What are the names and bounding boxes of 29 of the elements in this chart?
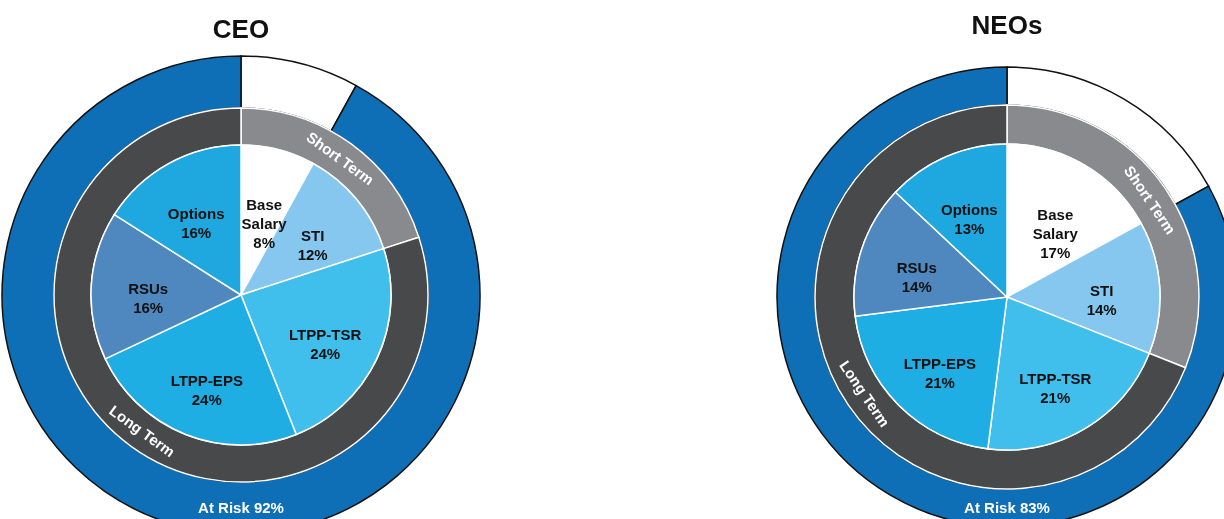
data-label: 21% <box>924 374 955 392</box>
chart-title: CEO <box>212 14 270 44</box>
data-label: 24% <box>191 391 222 409</box>
slice-label: RSUs <box>128 280 169 298</box>
slice-label: LTPP-EPS <box>903 355 977 373</box>
data-label: 14% <box>1086 301 1117 319</box>
slice-label: RSUs <box>896 258 937 276</box>
chart-title: NEOs <box>971 10 1043 40</box>
donut-slice <box>53 107 429 483</box>
slice-label: Base Salary <box>1032 206 1079 243</box>
slice-label: At Risk 83% <box>964 499 1050 516</box>
slice-label: At Risk 92% <box>198 499 284 516</box>
data-label: 8% <box>253 233 275 251</box>
slice-label: LTPP-TSR <box>1019 369 1092 387</box>
data-label: 16% <box>181 223 212 241</box>
data-label: 14% <box>901 277 932 295</box>
slice-label: Options <box>940 200 998 218</box>
data-label: 21% <box>1040 388 1071 406</box>
data-label: 13% <box>954 219 985 237</box>
data-label: 12% <box>297 245 328 263</box>
data-label: 24% <box>310 344 341 362</box>
slice-label: LTPP-EPS <box>170 372 243 390</box>
data-label: 16% <box>133 299 164 317</box>
slice-label: STI <box>1090 282 1114 300</box>
data-label: 17% <box>1040 244 1071 262</box>
slice-label: STI <box>300 226 325 244</box>
slice-label: Base Salary <box>241 195 288 232</box>
slice-label: LTPP-TSR <box>289 325 362 343</box>
slice-label: Options <box>167 204 225 222</box>
